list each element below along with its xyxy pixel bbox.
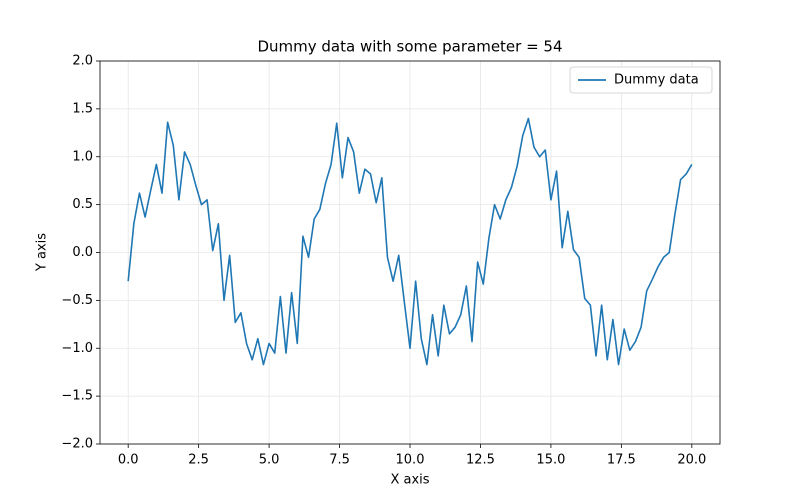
y-tick-label: −0.5: [61, 293, 93, 308]
y-tick-label: 1.5: [72, 101, 93, 116]
y-tick-label: −1.5: [61, 389, 93, 404]
x-tick-label: 2.5: [188, 453, 209, 468]
chart-title: Dummy data with some parameter = 54: [257, 38, 562, 56]
y-tick-label: −1.0: [61, 341, 93, 356]
x-tick-label: 15.0: [536, 453, 565, 468]
x-tick-label: 7.5: [329, 453, 350, 468]
y-tick-label: 0.0: [72, 245, 93, 260]
data-line: [127, 117, 693, 366]
y-axis-label: Y axis: [35, 233, 50, 272]
x-tick-label: 5.0: [259, 453, 280, 468]
axes-frame: [99, 60, 721, 445]
x-tick-label: 20.0: [677, 453, 706, 468]
y-tick-label: 0.5: [72, 197, 93, 212]
x-tick-label: 12.5: [466, 453, 495, 468]
x-tick-label: 17.5: [607, 453, 636, 468]
y-tick-label: −2.0: [61, 437, 93, 452]
x-axis-label: X axis: [390, 473, 429, 488]
y-tick-label: 1.0: [72, 149, 93, 164]
x-tick-label: 0.0: [118, 453, 139, 468]
legend-box: [569, 66, 713, 94]
y-tick-label: 2.0: [72, 54, 93, 69]
x-tick-label: 10.0: [396, 453, 425, 468]
legend-label: Dummy data: [614, 73, 699, 88]
